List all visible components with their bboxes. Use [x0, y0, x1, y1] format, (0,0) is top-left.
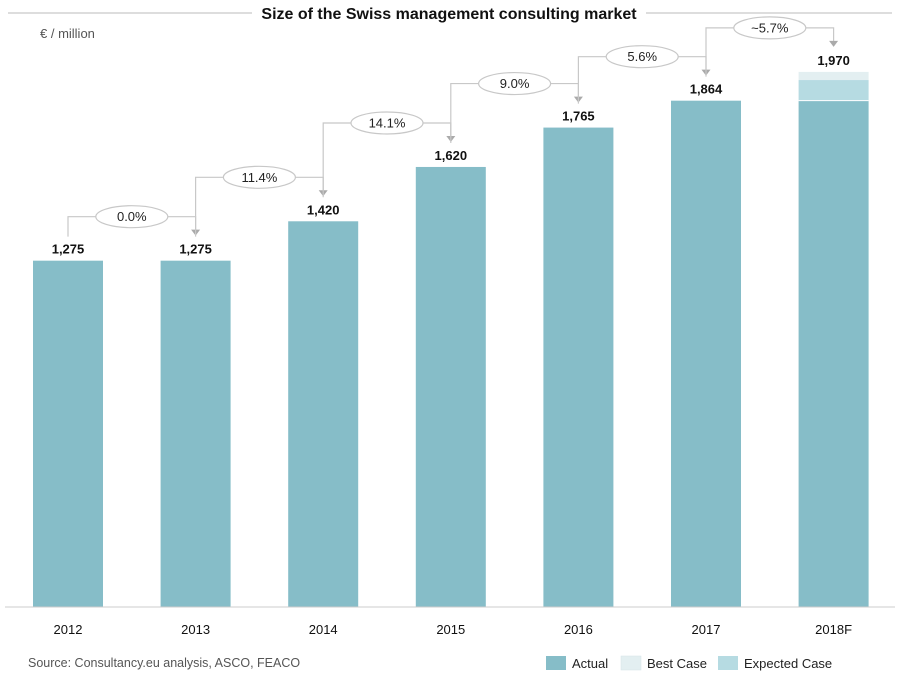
growth-bubble-0	[95, 205, 169, 229]
legend-label-best-case: Best Case	[647, 656, 707, 671]
legend-swatch-actual	[546, 656, 566, 670]
value-label-2012: 1,275	[52, 242, 85, 257]
x-tick-label-2012: 2012	[54, 622, 83, 637]
value-label-2013: 1,275	[179, 242, 212, 257]
bars	[33, 71, 869, 608]
legend-label-expected-case: Expected Case	[744, 656, 832, 671]
value-labels: 1,275 1,275 1,420 1,620 1,765 1,864 1,970	[52, 53, 850, 257]
value-label-2017: 1,864	[690, 82, 723, 97]
growth-arrowhead-5	[829, 40, 839, 47]
growth-label-1: 11.4%	[241, 170, 277, 185]
x-tick-label-2015: 2015	[436, 622, 465, 637]
bar-actual-2018F	[798, 100, 869, 608]
bar-expected-case-2018F	[798, 80, 869, 101]
value-label-2014: 1,420	[307, 202, 340, 217]
growth-bubble-3	[477, 71, 552, 96]
legend-label-actual: Actual	[572, 656, 608, 671]
unit-label: € / million	[40, 26, 95, 41]
bar-best-case-2018F	[798, 71, 869, 81]
growth-bubble-1	[222, 165, 296, 189]
x-tick-label-2013: 2013	[181, 622, 210, 637]
growth-label-3: 9.0%	[500, 76, 530, 91]
growth-label-5: ~5.7%	[751, 20, 789, 35]
value-label-2015: 1,620	[435, 148, 468, 163]
bar-actual-2015	[415, 166, 486, 608]
bar-actual-2013	[160, 260, 231, 607]
x-tick-label-2018F: 2018F	[815, 622, 852, 637]
x-tick-label-2014: 2014	[309, 622, 338, 637]
growth-label-4: 5.6%	[627, 49, 657, 64]
x-tick-label-2017: 2017	[692, 622, 721, 637]
growth-bubble-5	[733, 16, 807, 40]
bar-actual-2017	[671, 100, 741, 608]
legend-swatch-expected-case	[718, 656, 738, 670]
x-tick-label-2016: 2016	[564, 622, 593, 637]
bar-actual-2014	[288, 221, 359, 607]
source-note: Source: Consultancy.eu analysis, ASCO, F…	[28, 656, 300, 670]
chart-title: Size of the Swiss management consulting …	[261, 6, 637, 23]
legend: Actual Best Case Expected Case	[546, 655, 832, 671]
growth-label-0: 0.0%	[117, 209, 147, 224]
value-label-2016: 1,765	[562, 109, 595, 124]
bar-actual-2016	[543, 127, 614, 607]
growth-bubble-4	[605, 45, 679, 69]
bar-actual-2012	[33, 260, 103, 607]
growth-bubble-2	[350, 111, 424, 135]
growth-label-2: 14.1%	[369, 115, 406, 130]
legend-swatch-best-case	[620, 655, 642, 671]
value-label-2018F: 1,970	[817, 53, 850, 68]
growth-annotations: 0.0% 11.4% 14.1% 9.0% 5.6% ~5.7%	[67, 16, 839, 237]
x-tick-labels: 2012 2013 2014 2015 2016 2017 2018F	[54, 622, 853, 637]
